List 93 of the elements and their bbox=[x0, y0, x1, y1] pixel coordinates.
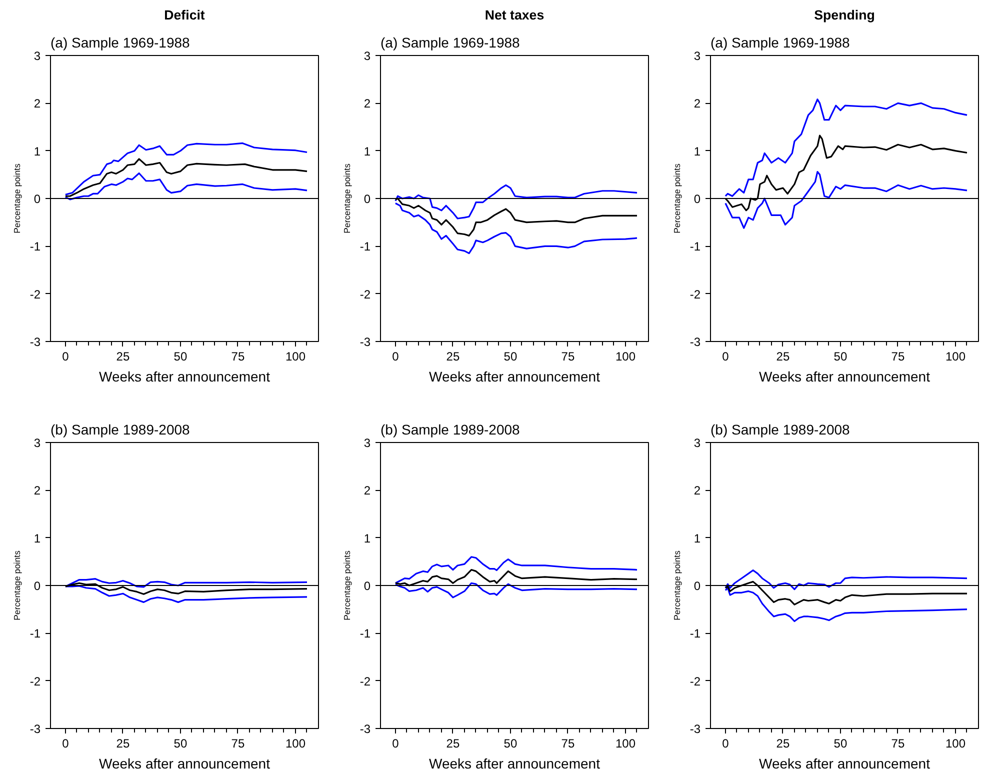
y-tick-label: 1 bbox=[694, 144, 701, 158]
y-tick-label: 1 bbox=[34, 531, 41, 546]
y-tick-label: 2 bbox=[694, 484, 701, 498]
x-tick-label: 50 bbox=[834, 736, 848, 750]
y-tick-label: -3 bbox=[690, 722, 701, 736]
y-tick-label: 2 bbox=[34, 96, 41, 111]
y-tick-label: -3 bbox=[30, 722, 41, 736]
y-tick-label: -2 bbox=[360, 674, 371, 688]
chart-title: Net taxes bbox=[484, 8, 544, 22]
x-tick-label: 25 bbox=[116, 736, 130, 750]
y-tick-label: 0 bbox=[364, 192, 371, 206]
y-tick-label: -2 bbox=[690, 674, 701, 688]
chart-subtitle: (a) Sample 1969-1988 bbox=[50, 34, 190, 50]
y-tick-label: 0 bbox=[34, 192, 41, 206]
y-tick-label: 3 bbox=[694, 436, 701, 450]
x-tick-label: 100 bbox=[285, 736, 306, 750]
chart-subtitle: (a) Sample 1969-1988 bbox=[380, 34, 520, 50]
x-axis-title: Weeks after announcement bbox=[99, 368, 270, 384]
x-tick-label: 25 bbox=[446, 350, 460, 364]
x-tick-label: 0 bbox=[722, 736, 730, 750]
x-tick-label: 50 bbox=[174, 736, 188, 750]
chart-subtitle: (a) Sample 1969-1988 bbox=[710, 34, 850, 50]
y-tick-label: 0 bbox=[34, 579, 41, 593]
y-tick-label: 0 bbox=[694, 579, 701, 593]
y-tick-label: -1 bbox=[30, 240, 41, 254]
y-axis-title: Percentage points bbox=[672, 162, 682, 234]
x-tick-label: 0 bbox=[392, 350, 400, 364]
y-tick-label: -2 bbox=[30, 287, 41, 302]
x-axis-title: Weeks after announcement bbox=[429, 756, 600, 772]
x-axis-title: Weeks after announcement bbox=[429, 368, 600, 384]
y-tick-label: -3 bbox=[690, 335, 701, 349]
y-tick-label: -1 bbox=[360, 240, 371, 254]
x-tick-label: 100 bbox=[945, 736, 966, 750]
x-tick-label: 75 bbox=[561, 736, 575, 750]
x-tick-label: 0 bbox=[62, 736, 70, 750]
chart-title: Spending bbox=[814, 8, 875, 22]
chart-title: Deficit bbox=[164, 8, 206, 22]
y-tick-label: 1 bbox=[694, 531, 701, 546]
y-tick-label: 2 bbox=[694, 96, 701, 111]
x-tick-label: 100 bbox=[945, 350, 966, 364]
y-axis-title: Percentage points bbox=[12, 162, 22, 234]
x-tick-label: 50 bbox=[834, 350, 848, 364]
y-axis-title: Percentage points bbox=[672, 550, 682, 620]
x-tick-label: 50 bbox=[504, 350, 518, 364]
x-tick-label: 100 bbox=[615, 736, 636, 750]
y-tick-label: -1 bbox=[690, 626, 701, 641]
y-tick-label: 3 bbox=[364, 436, 371, 450]
y-tick-label: -1 bbox=[360, 626, 371, 641]
x-axis-title: Weeks after announcement bbox=[759, 368, 930, 384]
x-tick-label: 25 bbox=[446, 736, 460, 750]
y-tick-label: 2 bbox=[34, 484, 41, 498]
y-tick-label: 1 bbox=[34, 144, 41, 158]
chart-subtitle: (b) Sample 1989-2008 bbox=[710, 422, 850, 438]
x-tick-label: 100 bbox=[285, 350, 306, 364]
x-tick-label: 75 bbox=[891, 736, 905, 750]
x-tick-label: 50 bbox=[174, 350, 188, 364]
x-tick-label: 25 bbox=[776, 350, 790, 364]
y-tick-label: 3 bbox=[364, 49, 371, 63]
chart-subtitle: (b) Sample 1989-2008 bbox=[50, 422, 190, 438]
x-axis-title: Weeks after announcement bbox=[99, 756, 270, 772]
y-tick-label: -3 bbox=[360, 722, 371, 736]
x-tick-label: 75 bbox=[891, 350, 905, 364]
y-tick-label: -2 bbox=[30, 674, 41, 688]
y-tick-label: 0 bbox=[694, 192, 701, 206]
x-tick-label: 0 bbox=[392, 736, 400, 750]
y-tick-label: 2 bbox=[364, 96, 371, 111]
x-tick-label: 100 bbox=[615, 350, 636, 364]
y-tick-label: 0 bbox=[364, 579, 371, 593]
y-tick-label: 3 bbox=[694, 49, 701, 63]
y-tick-label: -2 bbox=[360, 287, 371, 302]
y-tick-label: -3 bbox=[30, 335, 41, 349]
x-tick-label: 50 bbox=[504, 736, 518, 750]
x-tick-label: 25 bbox=[776, 736, 790, 750]
chart-subtitle: (b) Sample 1989-2008 bbox=[380, 422, 520, 438]
y-tick-label: 2 bbox=[364, 484, 371, 498]
y-tick-label: 1 bbox=[364, 531, 371, 546]
y-tick-label: -3 bbox=[360, 335, 371, 349]
x-tick-label: 75 bbox=[231, 350, 245, 364]
y-tick-label: 3 bbox=[34, 436, 41, 450]
y-tick-label: -1 bbox=[30, 626, 41, 641]
x-tick-label: 0 bbox=[722, 350, 730, 364]
y-tick-label: 1 bbox=[364, 144, 371, 158]
x-tick-label: 0 bbox=[62, 350, 70, 364]
y-tick-label: -1 bbox=[690, 240, 701, 254]
x-axis-title: Weeks after announcement bbox=[759, 756, 930, 772]
x-tick-label: 75 bbox=[561, 350, 575, 364]
x-tick-label: 25 bbox=[116, 350, 130, 364]
x-tick-label: 75 bbox=[231, 736, 245, 750]
y-tick-label: -2 bbox=[690, 287, 701, 302]
y-axis-title: Percentage points bbox=[342, 550, 352, 620]
y-axis-title: Percentage points bbox=[12, 550, 22, 620]
y-axis-title: Percentage points bbox=[342, 162, 352, 234]
y-tick-label: 3 bbox=[34, 49, 41, 63]
